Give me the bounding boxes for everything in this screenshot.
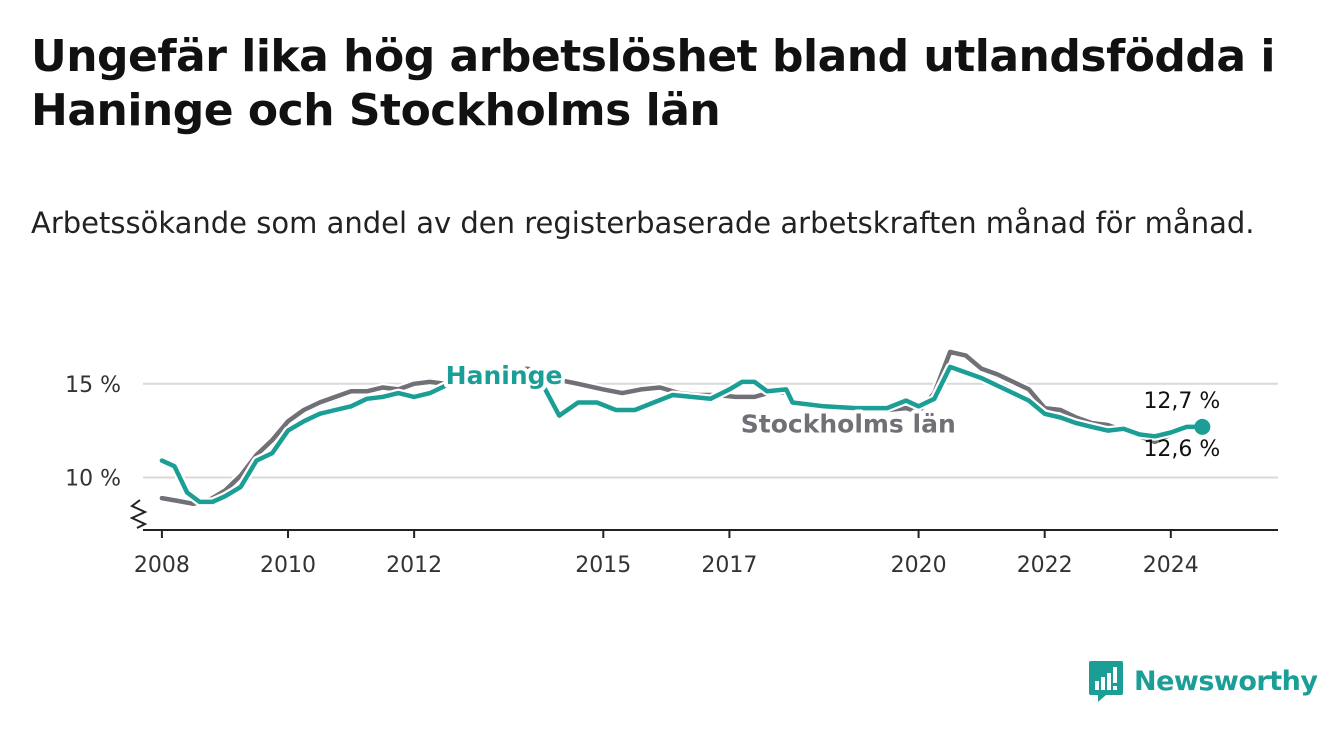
x-tick-label: 2008 xyxy=(134,553,190,578)
series-layer xyxy=(157,347,1211,509)
chart-title: Ungefär lika hög arbetslöshet bland utla… xyxy=(31,31,1276,136)
grid-layer: 10 % 15 % xyxy=(65,373,1278,492)
axis-layer: 2008 2010 2012 2015 2017 2020 2022 2024 xyxy=(129,499,1278,578)
y-tick-label: 10 % xyxy=(65,467,121,492)
x-tick-label: 2015 xyxy=(575,553,631,578)
x-tick-label: 2010 xyxy=(260,553,316,578)
series-line-haninge xyxy=(159,364,1205,505)
x-tick-label: 2024 xyxy=(1143,553,1199,578)
line-chart: 10 % 15 % 2008 2010 2012 2015 2017 2020 2022 202… xyxy=(65,347,1278,578)
y-tick-label: 15 % xyxy=(65,373,121,398)
series-halo-stockholm xyxy=(157,347,1207,509)
bar-chart-speech-bubble-icon xyxy=(1089,661,1123,702)
series-halo-haninge xyxy=(157,362,1207,507)
newsworthy-logo: Newsworthy xyxy=(1088,659,1318,703)
series-label-haninge: Haninge xyxy=(446,361,563,390)
end-point-marker xyxy=(1194,418,1211,435)
chart-subtitle: Arbetssökande som andel av den registerb… xyxy=(31,206,1255,240)
axis-break-icon xyxy=(129,499,148,529)
x-tick-label: 2012 xyxy=(386,553,442,578)
label-layer: Haninge Stockholms län 12,7 % 12,6 % xyxy=(442,357,1221,462)
series-line-stockholm xyxy=(159,349,1205,507)
x-tick-label: 2020 xyxy=(891,553,947,578)
series-label-stockholm: Stockholms län xyxy=(741,410,956,439)
x-tick-label: 2022 xyxy=(1017,553,1073,578)
logo-wordmark: Newsworthy xyxy=(1134,665,1318,697)
end-label-haninge: 12,7 % xyxy=(1143,389,1220,414)
end-label-stockholm: 12,6 % xyxy=(1143,437,1220,462)
x-tick-label: 2017 xyxy=(701,553,757,578)
